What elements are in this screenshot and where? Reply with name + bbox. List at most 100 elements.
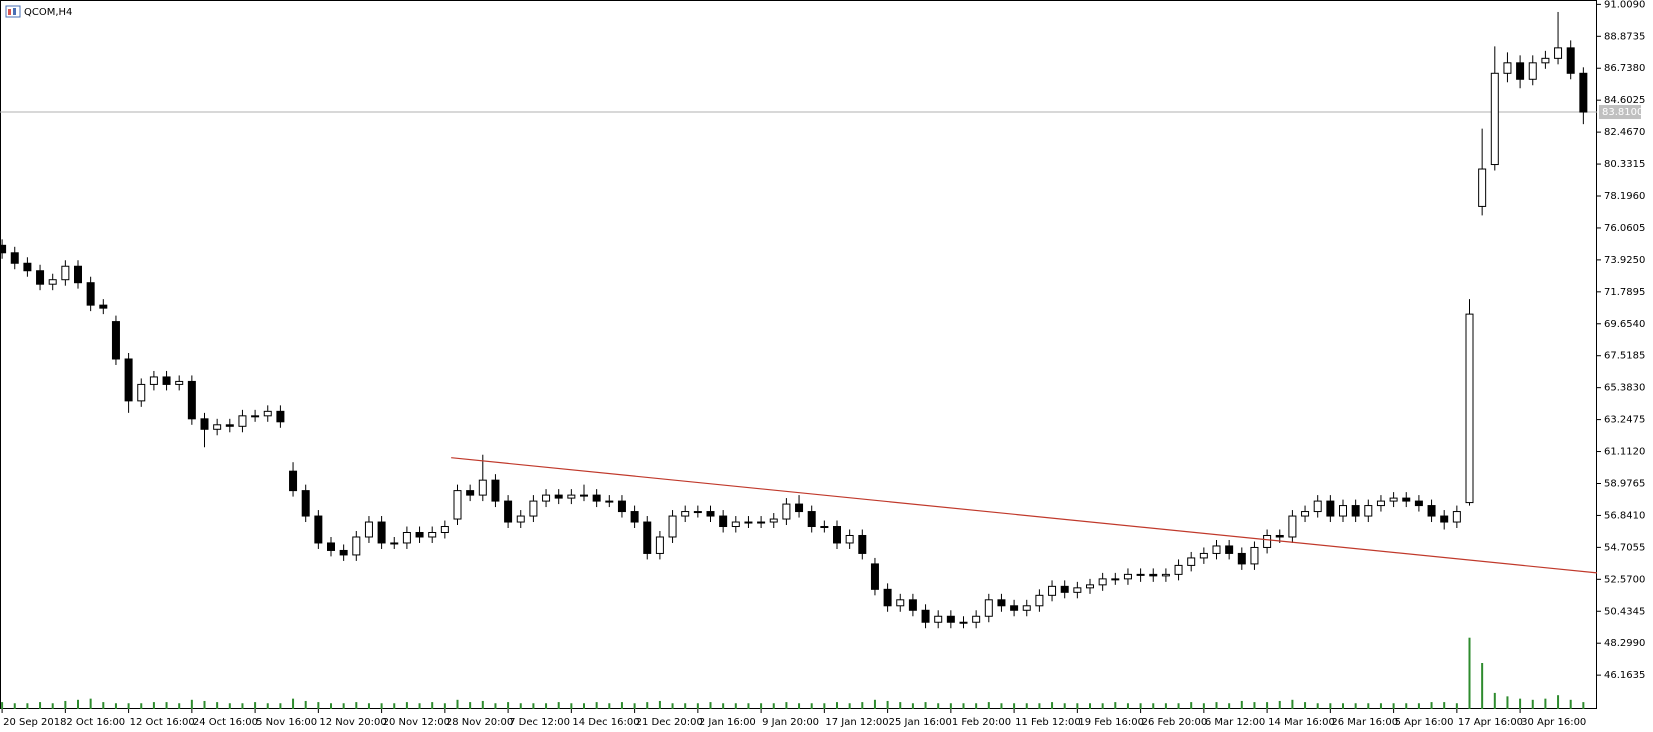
- candle-body: [870, 563, 879, 590]
- candle-body: [276, 410, 285, 423]
- candle-body: [1313, 500, 1322, 513]
- candle-body: [1060, 585, 1069, 593]
- volume-bar: [760, 703, 763, 709]
- volume-bar: [1164, 703, 1167, 709]
- volume-bar: [292, 698, 295, 709]
- volume-bar: [228, 703, 231, 709]
- candle-body: [175, 380, 184, 385]
- chart-title: QCOM,H4: [24, 7, 72, 18]
- volume-bar: [140, 703, 143, 709]
- volume-bar: [1215, 702, 1218, 709]
- candle-body: [997, 599, 1006, 607]
- volume-bar: [1025, 703, 1028, 709]
- candle-body: [149, 376, 158, 385]
- candle-body: [795, 503, 804, 513]
- x-tick-label: 14 Dec 16:00: [572, 717, 639, 728]
- candle-body: [1376, 500, 1385, 507]
- candle-body: [542, 494, 551, 502]
- volume-bar: [1089, 703, 1091, 709]
- volume-bar: [507, 702, 510, 709]
- candle-body: [466, 490, 475, 496]
- candle-body: [1579, 72, 1588, 113]
- candle-body: [1440, 515, 1449, 523]
- volume-bar: [798, 703, 801, 709]
- volume-bar: [1000, 703, 1003, 709]
- candle-body: [1123, 573, 1132, 580]
- volume-bar: [861, 702, 864, 709]
- candle-body: [896, 599, 905, 607]
- candle-body: [1149, 573, 1158, 577]
- candle-body: [1250, 546, 1259, 565]
- volume-bar: [1455, 703, 1458, 709]
- candle-body: [289, 470, 298, 492]
- volume-bar: [722, 703, 725, 709]
- volume-bar: [190, 699, 193, 709]
- volume-bar: [1, 702, 4, 709]
- candle-body: [807, 511, 816, 528]
- candle-body: [301, 490, 310, 517]
- candle-body: [782, 503, 791, 520]
- volume-bar: [620, 702, 623, 709]
- volume-bar: [1051, 702, 1054, 709]
- volume-bar: [203, 700, 206, 709]
- x-tick-label: 5 Nov 16:00: [256, 717, 317, 728]
- candle-body: [1098, 578, 1107, 586]
- volume-bar: [810, 703, 813, 709]
- volume-bar: [1342, 703, 1344, 709]
- candle-body: [984, 599, 993, 617]
- x-tick-label: 12 Oct 16:00: [130, 717, 195, 728]
- candle-body: [1275, 534, 1284, 538]
- candle-body: [820, 526, 829, 529]
- volume-bar: [1468, 637, 1471, 709]
- volume-bar: [595, 702, 598, 709]
- volume-bar: [557, 702, 560, 709]
- volume-bar: [608, 703, 611, 709]
- x-tick-label: 9 Jan 20:00: [762, 717, 819, 728]
- x-tick-label: 21 Dec 20:00: [636, 717, 703, 728]
- volume-bar: [114, 703, 117, 709]
- candle-body: [352, 536, 361, 556]
- y-tick-label: 78.1960: [1604, 191, 1645, 202]
- candle-body: [137, 383, 146, 402]
- volume-bar: [570, 703, 573, 709]
- candle-body: [390, 542, 399, 545]
- volume-bar: [836, 702, 838, 709]
- y-tick-label: 76.0605: [1604, 223, 1645, 234]
- candle-body: [731, 521, 740, 528]
- y-tick-label: 67.5185: [1604, 351, 1645, 362]
- candle-body: [516, 515, 525, 523]
- candle-body: [1389, 497, 1398, 502]
- volume-bar: [519, 703, 522, 709]
- candle-body: [554, 494, 563, 499]
- volume-bar: [1392, 703, 1395, 709]
- candle-body: [478, 479, 487, 496]
- volume-bar: [1519, 698, 1522, 709]
- volume-bar: [545, 703, 548, 709]
- volume-bar: [241, 703, 244, 709]
- x-tick-label: 17 Jan 12:00: [825, 717, 888, 728]
- volume-bar: [216, 702, 219, 709]
- candle-body: [415, 531, 424, 538]
- volume-bar: [583, 703, 585, 709]
- candle-body: [1212, 545, 1221, 554]
- candle-body: [655, 536, 664, 554]
- volume-bar: [899, 702, 902, 709]
- candle-body: [1199, 552, 1208, 559]
- volume-bar: [494, 703, 497, 709]
- y-tick-label: 80.3315: [1604, 159, 1645, 170]
- candle-body: [1465, 313, 1474, 504]
- volume-bar: [949, 703, 952, 709]
- volume-bar: [266, 703, 269, 709]
- volume-bar: [962, 703, 965, 709]
- volume-bar: [443, 703, 446, 709]
- volume-bar: [1379, 703, 1382, 709]
- volume-bar: [785, 702, 788, 709]
- volume-bar: [26, 703, 29, 709]
- candle-body: [162, 376, 171, 385]
- volume-bar: [1101, 703, 1104, 709]
- volume-bar: [469, 702, 472, 709]
- candle-body: [1541, 57, 1550, 64]
- volume-bar: [1228, 703, 1231, 709]
- candle-body: [908, 599, 917, 611]
